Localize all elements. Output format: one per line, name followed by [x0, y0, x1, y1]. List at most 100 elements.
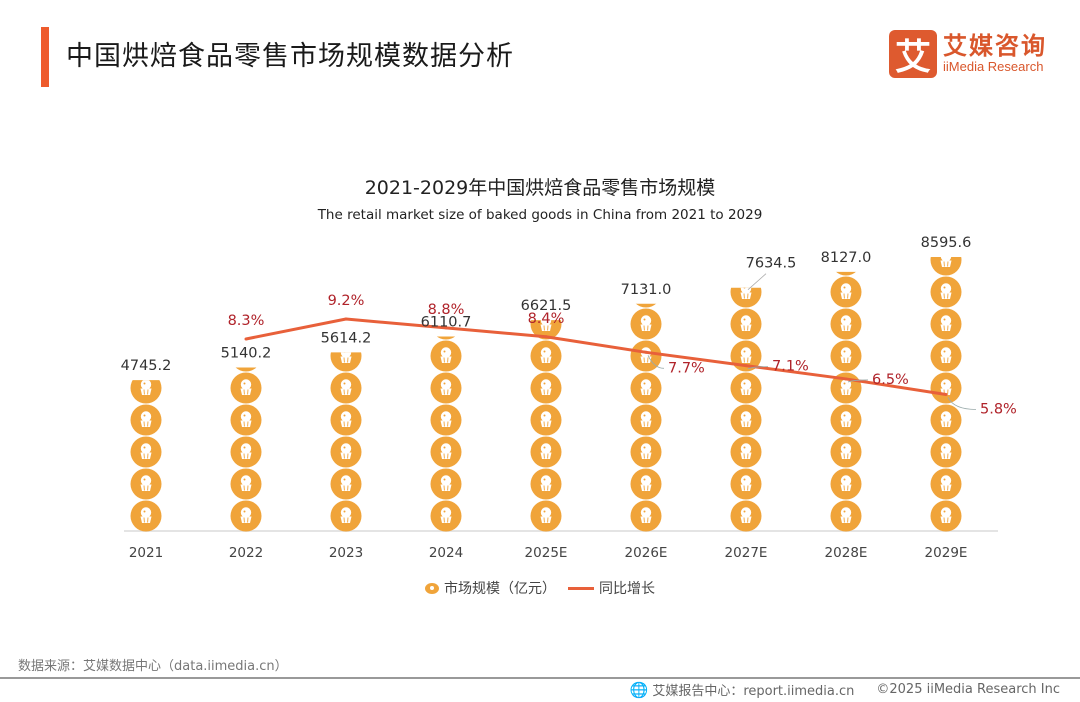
cupcake-wrapper [140, 484, 152, 491]
cupcake-icon-partial [330, 352, 362, 372]
cupcake-wrapper [840, 324, 852, 331]
cupcake-top [540, 475, 552, 486]
cupcake-top [940, 379, 952, 390]
cupcake-wrapper [440, 420, 452, 427]
cupcake-top [140, 507, 152, 518]
globe-icon: 🌐 [629, 680, 649, 699]
cupcake-wrapper [340, 420, 352, 427]
cupcake-wrapper [240, 388, 252, 395]
cupcake-icon [530, 404, 562, 436]
cupcake-top [940, 256, 952, 262]
cupcake-wrapper [440, 388, 452, 395]
cupcake-wrapper [740, 484, 752, 491]
cupcake-icon-partial [730, 287, 762, 308]
cupcake-icon [230, 468, 262, 500]
cupcake-wrapper [640, 324, 652, 331]
cupcake-icon [230, 372, 262, 404]
cupcake-wrapper [640, 356, 652, 363]
cupcake-wrapper [840, 292, 852, 299]
cupcake-wrapper [540, 420, 552, 427]
cupcake-icon [930, 404, 962, 436]
cupcake-icon [730, 436, 762, 468]
cupcake-icon [630, 404, 662, 436]
report-center-link[interactable]: 艾媒报告中心：report.iimedia.cn [652, 684, 855, 699]
cupcake-wrapper [540, 356, 552, 363]
x-tick-label: 2023 [329, 545, 363, 561]
growth-value-label: 8.8% [428, 302, 465, 318]
cupcake-top [240, 411, 252, 422]
cupcake-wrapper [240, 420, 252, 427]
cupcake-wrapper [640, 420, 652, 427]
cupcake-icon [330, 372, 362, 404]
cupcake-icon [830, 404, 862, 436]
cupcake-wrapper [740, 452, 752, 459]
cupcake-icon [830, 468, 862, 500]
logo-cn-text: 艾媒咨询 [943, 32, 1047, 60]
bar-value-label: 5614.2 [321, 330, 372, 346]
cupcake-icon [830, 308, 862, 340]
growth-value-label: 5.8% [980, 401, 1017, 417]
cupcake-top [340, 475, 352, 486]
cupcake-icon [530, 340, 562, 372]
bar-stack-2021 [130, 380, 162, 532]
cupcake-wrapper [340, 452, 352, 459]
chart-legend: 市场规模（亿元） 同比增长 [0, 578, 1080, 598]
x-tick-label: 2021 [129, 545, 163, 561]
cupcake-top [340, 352, 352, 358]
cupcake-top [840, 443, 852, 454]
cupcake-top [540, 320, 552, 326]
cupcake-icon [330, 404, 362, 436]
cupcake-wrapper [640, 452, 652, 459]
cupcake-wrapper [540, 516, 552, 523]
cupcake-icon [330, 436, 362, 468]
cupcake-icon [430, 404, 462, 436]
cupcake-icon-partial [436, 336, 456, 340]
cupcake-wrapper [340, 516, 352, 523]
cupcake-top [340, 411, 352, 422]
cupcake-icon [930, 468, 962, 500]
label-leader-line [947, 397, 977, 410]
cupcake-icon [930, 340, 962, 372]
cupcake-top [140, 380, 152, 390]
cupcake-wrapper [540, 452, 552, 459]
cupcake-wrapper [940, 420, 952, 427]
legend-item-market-size[interactable]: 市场规模（亿元） [425, 578, 556, 598]
cupcake-icon [930, 308, 962, 340]
growth-value-label: 7.7% [668, 360, 705, 376]
bar-value-label: 8127.0 [821, 250, 872, 266]
cupcake-wrapper [940, 260, 952, 267]
label-leader-line [647, 355, 665, 369]
cupcake-icon [530, 372, 562, 404]
cupcake-wrapper [740, 388, 752, 395]
title-accent-bar [41, 27, 49, 87]
logo-mark-icon: 艾 [889, 30, 937, 78]
cupcake-icon [430, 468, 462, 500]
cupcake-wrapper [440, 356, 452, 363]
data-source: 数据来源：艾媒数据中心（data.iimedia.cn） [18, 659, 288, 674]
growth-point [444, 326, 448, 330]
cupcake-top [240, 475, 252, 486]
growth-value-label: 7.1% [772, 359, 809, 375]
legend-item-growth[interactable]: 同比增长 [568, 578, 655, 598]
growth-value-label: 9.2% [328, 293, 365, 309]
cupcake-icon [630, 372, 662, 404]
cupcake-wrapper [240, 484, 252, 491]
growth-point [744, 364, 748, 368]
legend-label-market-size: 市场规模（亿元） [444, 581, 556, 597]
cupcake-top [940, 475, 952, 486]
bar-value-label: 6621.5 [521, 298, 572, 314]
cupcake-wrapper [940, 356, 952, 363]
cupcake-top [140, 475, 152, 486]
cupcake-wrapper [640, 516, 652, 523]
cupcake-legend-icon [425, 582, 439, 594]
cupcake-top [640, 507, 652, 518]
growth-point [544, 335, 548, 339]
cupcake-top [940, 443, 952, 454]
growth-line [245, 317, 947, 396]
cupcake-icon-partial [930, 256, 962, 276]
legend-label-growth: 同比增长 [599, 581, 655, 597]
chart-subtitle: The retail market size of baked goods in… [317, 207, 763, 223]
cupcake-top [340, 443, 352, 454]
cupcake-top [740, 507, 752, 518]
